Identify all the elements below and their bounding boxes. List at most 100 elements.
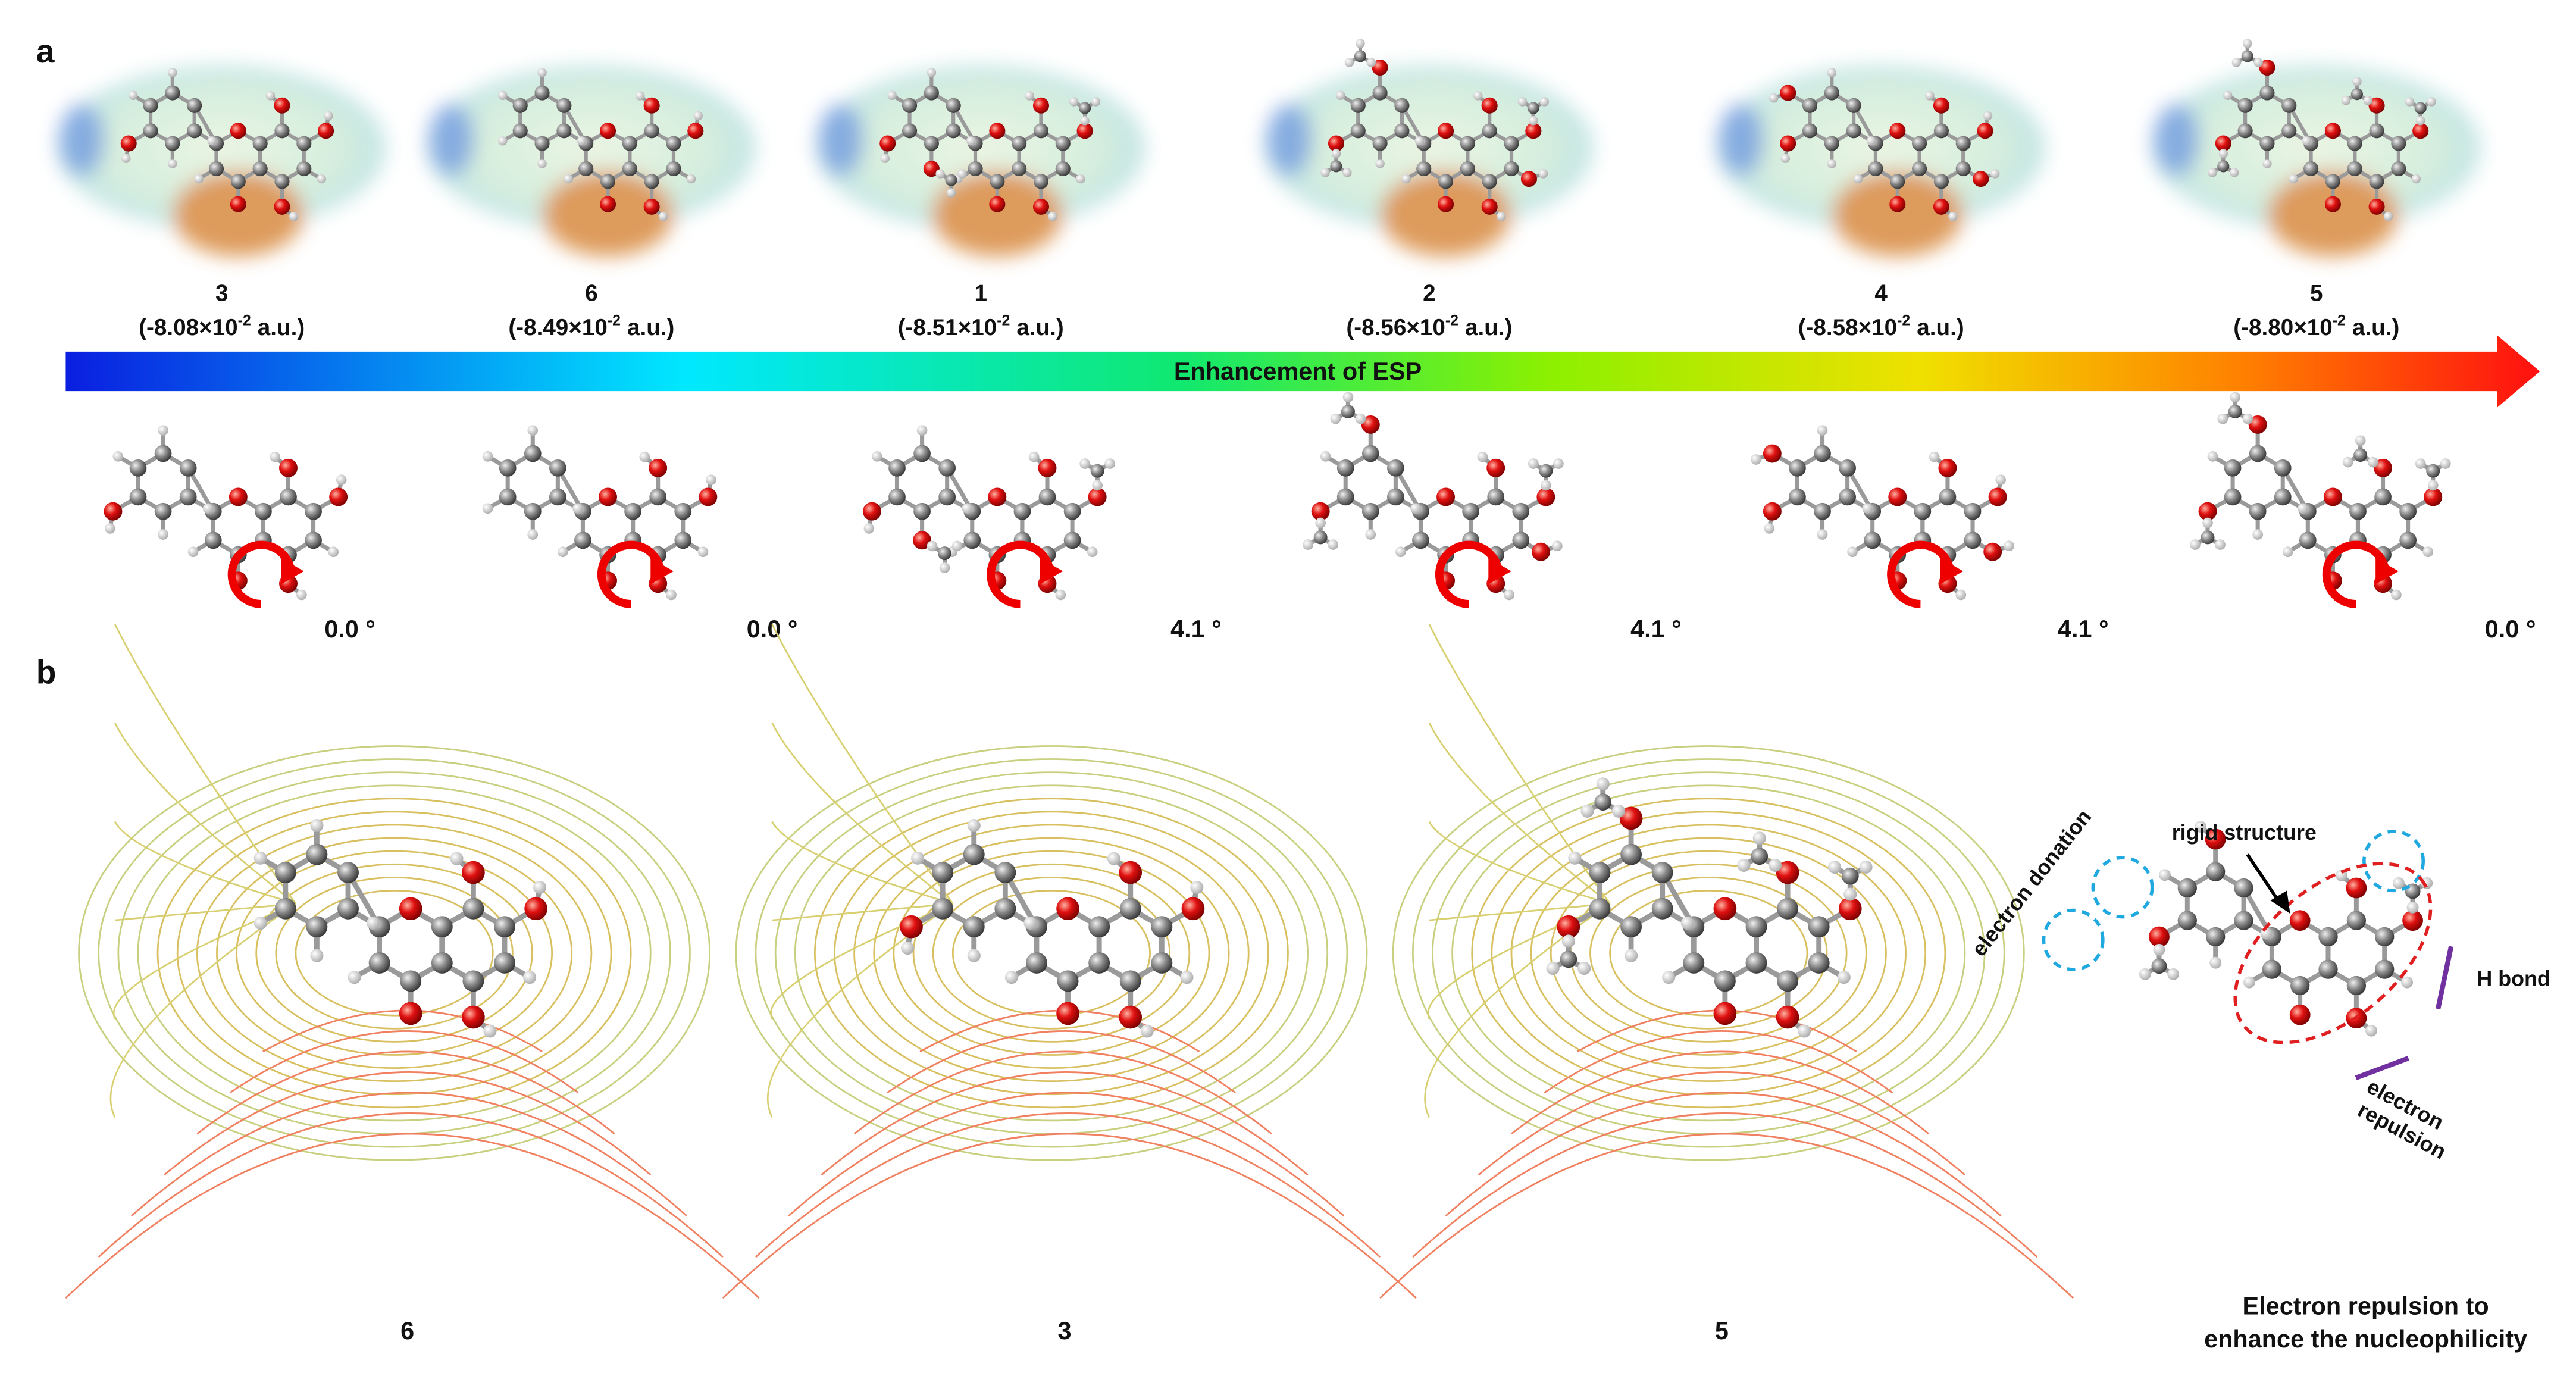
hydrogen-atom <box>270 451 280 462</box>
carbon-atom <box>1412 531 1429 549</box>
carbon-atom <box>924 136 939 151</box>
carbon-atom <box>1539 464 1553 478</box>
carbon-atom <box>2299 531 2317 549</box>
pointer-arrowhead <box>2270 890 2290 914</box>
oxygen-atom <box>1481 97 1498 114</box>
oxygen-atom <box>2368 97 2385 114</box>
pointer-arrow <box>2246 853 2282 905</box>
hydrogen-atom <box>2230 392 2241 403</box>
label: 0.0 ° <box>2485 615 2536 643</box>
hydrogen-atom <box>1995 474 2006 486</box>
hydrogen-atom <box>962 503 973 514</box>
oxygen-atom <box>2368 198 2385 215</box>
esp-text: (-8.56×10 <box>1346 315 1445 340</box>
esp-surface <box>2152 65 2481 257</box>
contour-line <box>114 723 296 905</box>
esp-value: (-8.49×10-2 a.u.) <box>508 313 674 341</box>
oxygen-atom <box>1438 123 1454 139</box>
hydrogen-atom <box>253 917 267 930</box>
hydrogen-atom <box>2391 589 2402 601</box>
oxygen-atom <box>643 97 660 114</box>
esp-value: (-8.58×10-2 a.u.) <box>1798 313 1964 341</box>
esp-cloud <box>2267 171 2399 257</box>
hydrogen-atom <box>1751 454 1761 465</box>
carbon-atom <box>556 98 572 113</box>
hydrogen-atom <box>1517 97 1528 107</box>
contour-line <box>853 1050 1272 1135</box>
carbon-atom <box>1824 85 1839 101</box>
hydrogen-atom <box>2341 96 2351 105</box>
oxygen-atom <box>230 123 246 139</box>
esp-unit: a.u.) <box>258 315 305 340</box>
contour-line <box>1428 821 1611 905</box>
oxygen-atom <box>1938 458 1957 477</box>
hydrogen-atom <box>158 529 168 540</box>
esp-unit: a.u.) <box>2352 315 2399 340</box>
label: H bond <box>2477 967 2550 991</box>
hydrogen-atom <box>310 819 324 833</box>
hydrogen-atom <box>348 971 361 984</box>
carbon-atom <box>913 445 931 462</box>
hydrogen-atom <box>2253 58 2263 67</box>
carbon-atom <box>1512 531 1530 549</box>
carbon-atom <box>165 136 180 151</box>
hydrogen-atom <box>1580 804 1594 818</box>
carbon-atom <box>963 916 985 938</box>
esp-surface <box>816 65 1145 257</box>
carbon-atom <box>1151 916 1173 938</box>
hydrogen-atom <box>1092 480 1103 491</box>
oxygen-atom <box>1436 487 1456 506</box>
molecule <box>1320 39 1549 221</box>
oxygen-atom <box>699 487 718 506</box>
carbon-atom <box>1055 136 1071 151</box>
esp-text: (-8.51×10 <box>898 315 997 340</box>
contour-line <box>1510 824 1907 1083</box>
contour-line <box>1411 758 2005 1148</box>
hydrogen-atom <box>1344 58 1354 67</box>
carbon-atom <box>2325 174 2340 189</box>
esp-unit: a.u.) <box>1465 315 1512 340</box>
oxygen-atom <box>2198 502 2217 521</box>
carbon-atom <box>1824 136 1839 151</box>
hydrogen-atom <box>2367 456 2378 468</box>
carbon-atom <box>946 98 961 113</box>
carbon-atom <box>1013 502 1031 520</box>
hydrogen-atom <box>296 589 307 601</box>
hydrogen-atom <box>2218 149 2228 158</box>
hydrogen-atom <box>666 589 677 601</box>
carbon-atom <box>1350 98 1366 113</box>
carbon-atom <box>1777 970 1799 992</box>
hydrogen-atom <box>2139 968 2151 980</box>
hydrogen-atom <box>336 474 347 486</box>
carbon-atom <box>666 161 681 177</box>
carbon-atom <box>1620 843 1642 865</box>
carbon-atom <box>1527 102 1539 114</box>
oxygen-atom <box>1780 135 1796 152</box>
hydrogen-atom <box>887 90 897 101</box>
rotation-arrow <box>597 540 665 608</box>
hydrogen-atom <box>2342 456 2353 468</box>
hydrogen-atom <box>482 451 493 462</box>
carbon-atom <box>179 488 197 506</box>
oxygen-atom <box>279 458 298 477</box>
label: enhance the nucleophilicity <box>2204 1325 2527 1353</box>
oxygen-atom <box>229 487 248 506</box>
oxygen-atom <box>1988 487 2007 506</box>
hydrogen-atom <box>2405 97 2414 107</box>
hydrogen-atom <box>1764 523 1775 534</box>
hydrogen-atom <box>1752 831 1766 845</box>
hydrogen-atom <box>1577 961 1591 975</box>
hydrogen-atom <box>2231 58 2242 67</box>
oxygen-atom <box>1328 135 1344 152</box>
hydrogen-atom <box>2243 39 2252 48</box>
carbon-atom <box>187 98 202 113</box>
hydrogen-atom <box>1769 93 1779 103</box>
oxygen-atom <box>1032 97 1050 114</box>
hydrogen-atom <box>1080 116 1090 126</box>
contour-line <box>755 758 1348 1148</box>
carbon-atom <box>368 952 390 974</box>
molecule <box>120 68 334 221</box>
carbon-atom <box>306 843 328 865</box>
carbon-atom <box>2391 161 2406 177</box>
